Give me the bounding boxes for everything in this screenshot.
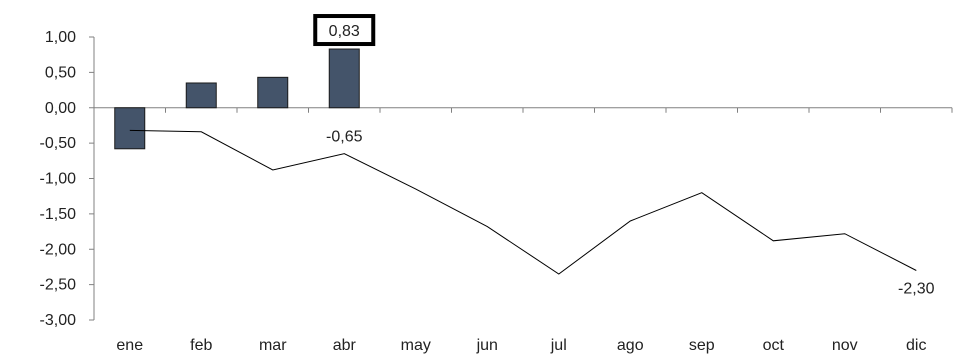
y-tick-label: 0,50 (45, 64, 76, 81)
y-tick-label: -0,50 (40, 135, 77, 152)
y-tick-label: -3,00 (40, 312, 77, 329)
x-tick-label: feb (190, 337, 212, 354)
x-tick-label: ene (116, 337, 143, 354)
bar-ene (114, 107, 146, 150)
y-tick-label: 1,00 (45, 29, 76, 46)
bar-mar (257, 76, 289, 109)
bar-label-box (313, 14, 376, 47)
x-tick-label: oct (763, 337, 785, 354)
x-tick-label: ago (617, 337, 644, 354)
axes (89, 36, 953, 321)
line-path (129, 129, 917, 275)
bar-abr (328, 48, 360, 109)
bar-feb (185, 82, 217, 109)
y-tick-label: -1,50 (40, 206, 77, 223)
y-tick-label: 0,00 (45, 100, 76, 117)
bar-label-abr: 0,83 (329, 23, 360, 40)
y-tick-label: -2,00 (40, 241, 77, 258)
line-series (129, 129, 917, 275)
x-tick-label: jun (476, 337, 498, 354)
x-axis-labels: ene feb mar abr may jun jul ago sep oct nov dic (116, 337, 926, 354)
data-labels: 0,83 -0,65 -2,30 (313, 14, 935, 297)
x-tick-label: jul (550, 337, 567, 354)
x-tick-label: may (401, 337, 431, 354)
y-axis-labels: 1,00 0,50 0,00 -0,50 -1,00 -1,50 -2,00 -2,50 -3,… (40, 29, 77, 329)
y-tick-label: -2,50 (40, 277, 77, 294)
x-tick-label: dic (906, 337, 926, 354)
x-tick-label: nov (832, 337, 858, 354)
x-tick-label: mar (259, 337, 287, 354)
y-tick-label: -1,00 (40, 171, 77, 188)
bar-series (114, 48, 360, 150)
x-tick-label: abr (333, 337, 357, 354)
x-tick-label: sep (689, 337, 715, 354)
line-label-dic: -2,30 (898, 280, 935, 297)
line-label-abr: -0,65 (326, 129, 363, 146)
